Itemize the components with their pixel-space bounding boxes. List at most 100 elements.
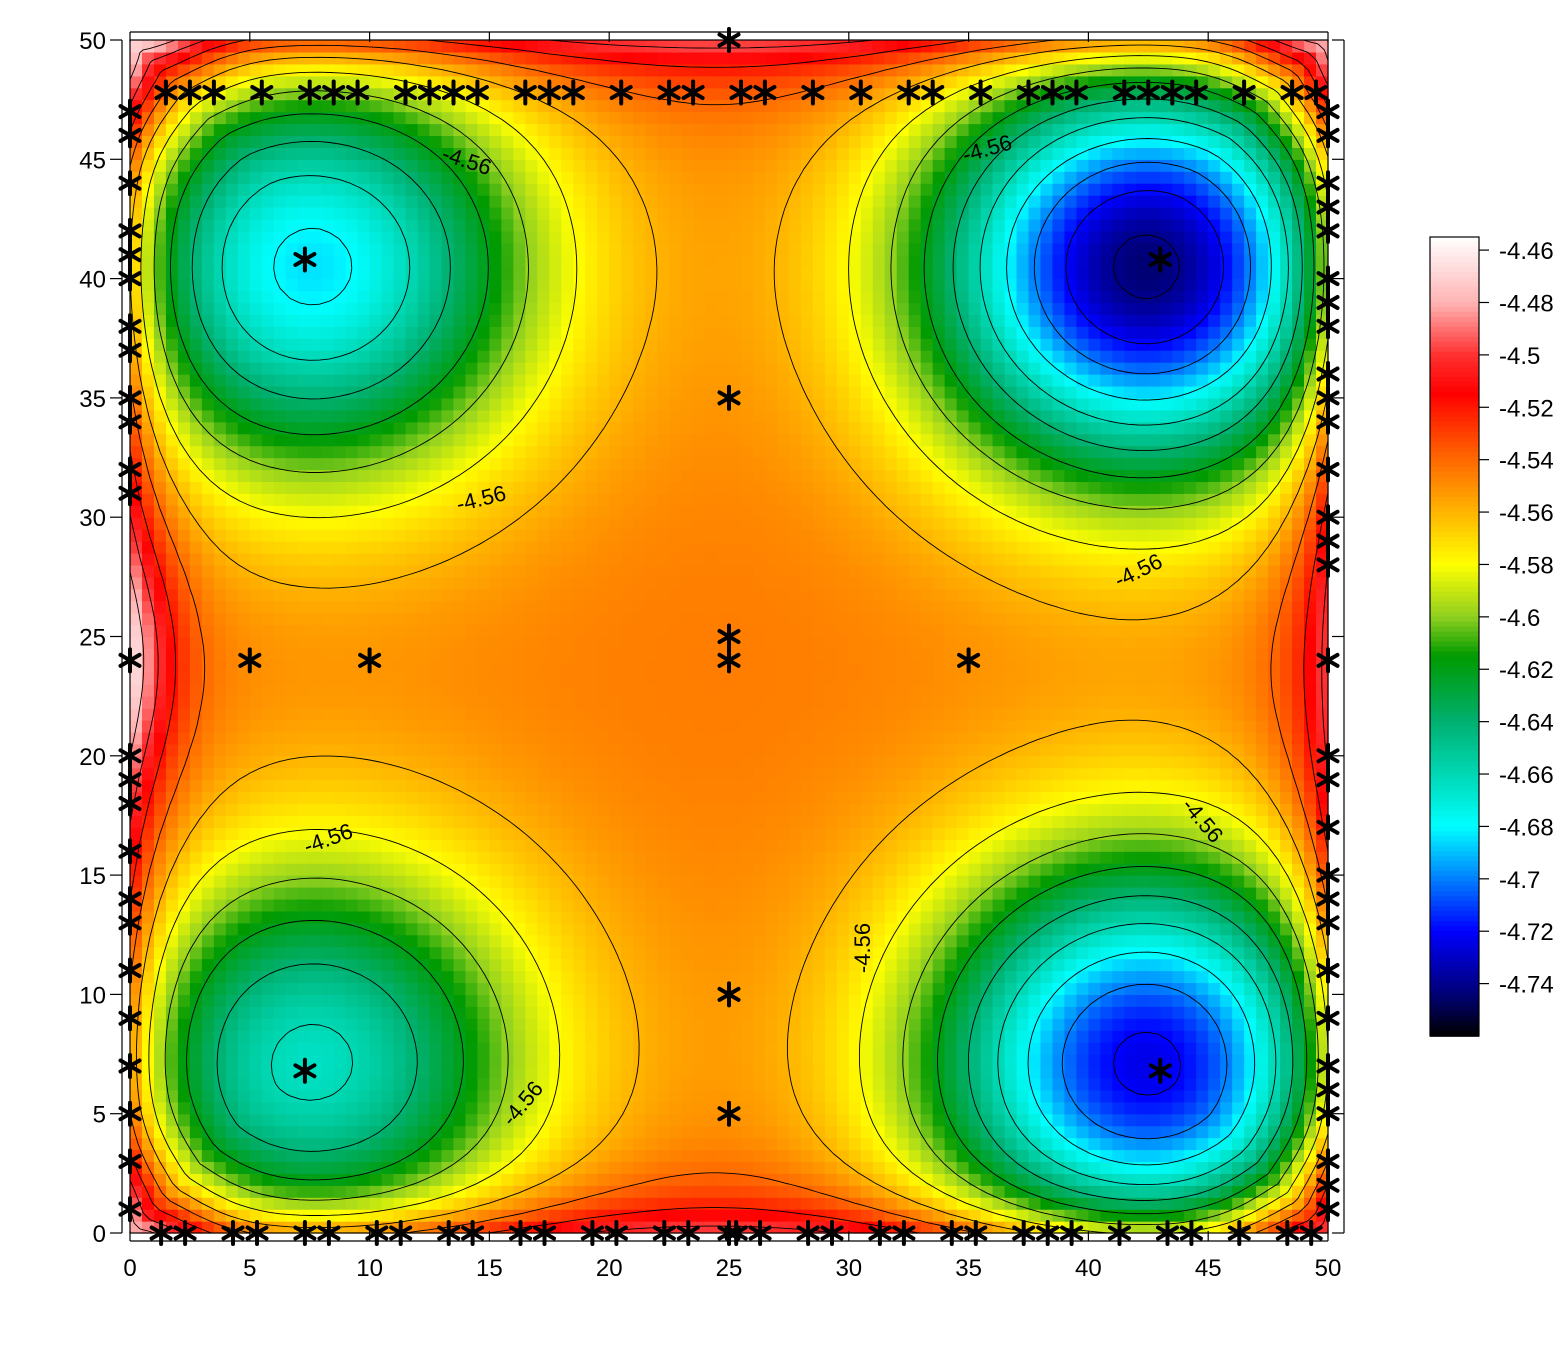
heatmap-cell bbox=[525, 577, 538, 590]
heatmap-cell bbox=[681, 267, 694, 280]
heatmap-cell bbox=[262, 1149, 275, 1162]
heatmap-cell bbox=[154, 863, 167, 876]
heatmap-cell bbox=[657, 1018, 670, 1031]
heatmap-cell bbox=[262, 672, 275, 685]
heatmap-cell bbox=[609, 279, 622, 292]
heatmap-cell bbox=[501, 243, 514, 256]
heatmap-cell bbox=[537, 362, 550, 375]
heatmap-cell bbox=[358, 804, 371, 817]
heatmap-cell bbox=[214, 326, 227, 339]
heatmap-cell bbox=[238, 911, 251, 924]
heatmap-cell bbox=[334, 1066, 347, 1079]
heatmap-cell bbox=[681, 279, 694, 292]
heatmap-cell bbox=[573, 971, 586, 984]
heatmap-cell bbox=[705, 529, 718, 542]
heatmap-cell bbox=[346, 792, 359, 805]
heatmap-cell bbox=[453, 374, 466, 387]
heatmap-cell bbox=[525, 386, 538, 399]
heatmap-cell bbox=[214, 302, 227, 315]
heatmap-cell bbox=[358, 171, 371, 184]
heatmap-cell bbox=[178, 851, 191, 864]
heatmap-cell bbox=[693, 481, 706, 494]
heatmap-cell bbox=[525, 362, 538, 375]
heatmap-cell bbox=[394, 267, 407, 280]
heatmap-cell bbox=[657, 589, 670, 602]
heatmap-cell bbox=[489, 804, 502, 817]
heatmap-cell bbox=[633, 660, 646, 673]
heatmap-cell bbox=[214, 935, 227, 948]
heatmap-cell bbox=[621, 672, 634, 685]
heatmap-cell bbox=[214, 696, 227, 709]
heatmap-cell bbox=[549, 326, 562, 339]
heatmap-cell bbox=[537, 637, 550, 650]
heatmap-cell bbox=[645, 267, 658, 280]
heatmap-cell bbox=[705, 314, 718, 327]
heatmap-cell bbox=[430, 267, 443, 280]
heatmap-cell bbox=[693, 541, 706, 554]
heatmap-cell bbox=[489, 1149, 502, 1162]
heatmap-cell bbox=[549, 971, 562, 984]
heatmap-cell bbox=[310, 183, 323, 196]
heatmap-cell bbox=[717, 696, 730, 709]
heatmap-cell bbox=[621, 589, 634, 602]
heatmap-cell bbox=[262, 911, 275, 924]
heatmap-cell bbox=[406, 171, 419, 184]
heatmap-cell bbox=[513, 696, 526, 709]
heatmap-cell bbox=[561, 1090, 574, 1103]
heatmap-cell bbox=[441, 780, 454, 793]
heatmap-cell bbox=[310, 326, 323, 339]
heatmap-cell bbox=[226, 147, 239, 160]
heatmap-cell bbox=[549, 804, 562, 817]
heatmap-cell bbox=[178, 732, 191, 745]
heatmap-cell bbox=[310, 672, 323, 685]
heatmap-cell bbox=[298, 52, 311, 65]
heatmap-cell bbox=[310, 64, 323, 77]
heatmap-cell bbox=[441, 458, 454, 471]
heatmap-cell bbox=[382, 100, 395, 113]
heatmap-cell bbox=[298, 601, 311, 614]
heatmap-cell bbox=[645, 493, 658, 506]
heatmap-cell bbox=[657, 982, 670, 995]
heatmap-cell bbox=[214, 887, 227, 900]
heatmap-cell bbox=[274, 302, 287, 315]
heatmap-cell bbox=[597, 637, 610, 650]
heatmap-cell bbox=[453, 279, 466, 292]
heatmap-cell bbox=[358, 314, 371, 327]
heatmap-cell bbox=[633, 147, 646, 160]
heatmap-cell bbox=[561, 935, 574, 948]
heatmap-cell bbox=[573, 1078, 586, 1091]
heatmap-cell bbox=[537, 1185, 550, 1198]
heatmap-cell bbox=[406, 338, 419, 351]
heatmap-cell bbox=[214, 613, 227, 626]
heatmap-cell bbox=[501, 207, 514, 220]
heatmap-cell bbox=[370, 171, 383, 184]
heatmap-cell bbox=[561, 517, 574, 530]
heatmap-cell bbox=[166, 410, 179, 423]
heatmap-cell bbox=[513, 875, 526, 888]
heatmap-cell bbox=[394, 1138, 407, 1151]
heatmap-cell bbox=[609, 64, 622, 77]
heatmap-cell bbox=[322, 756, 335, 769]
heatmap-cell bbox=[717, 291, 730, 304]
heatmap-cell bbox=[669, 637, 682, 650]
heatmap-cell bbox=[238, 112, 251, 125]
heatmap-cell bbox=[477, 732, 490, 745]
heatmap-cell bbox=[178, 147, 191, 160]
heatmap-cell bbox=[645, 1030, 658, 1043]
heatmap-cell bbox=[262, 1114, 275, 1127]
heatmap-cell bbox=[166, 744, 179, 757]
heatmap-cell bbox=[561, 684, 574, 697]
heatmap-cell bbox=[370, 625, 383, 638]
heatmap-cell bbox=[513, 183, 526, 196]
heatmap-cell bbox=[621, 553, 634, 566]
heatmap-cell bbox=[561, 613, 574, 626]
heatmap-cell bbox=[346, 124, 359, 137]
heatmap-cell bbox=[382, 684, 395, 697]
heatmap-cell bbox=[597, 899, 610, 912]
heatmap-cell bbox=[669, 469, 682, 482]
heatmap-cell bbox=[334, 40, 347, 53]
heatmap-cell bbox=[525, 458, 538, 471]
heatmap-cell bbox=[214, 637, 227, 650]
heatmap-cell bbox=[465, 684, 478, 697]
heatmap-cell bbox=[441, 279, 454, 292]
